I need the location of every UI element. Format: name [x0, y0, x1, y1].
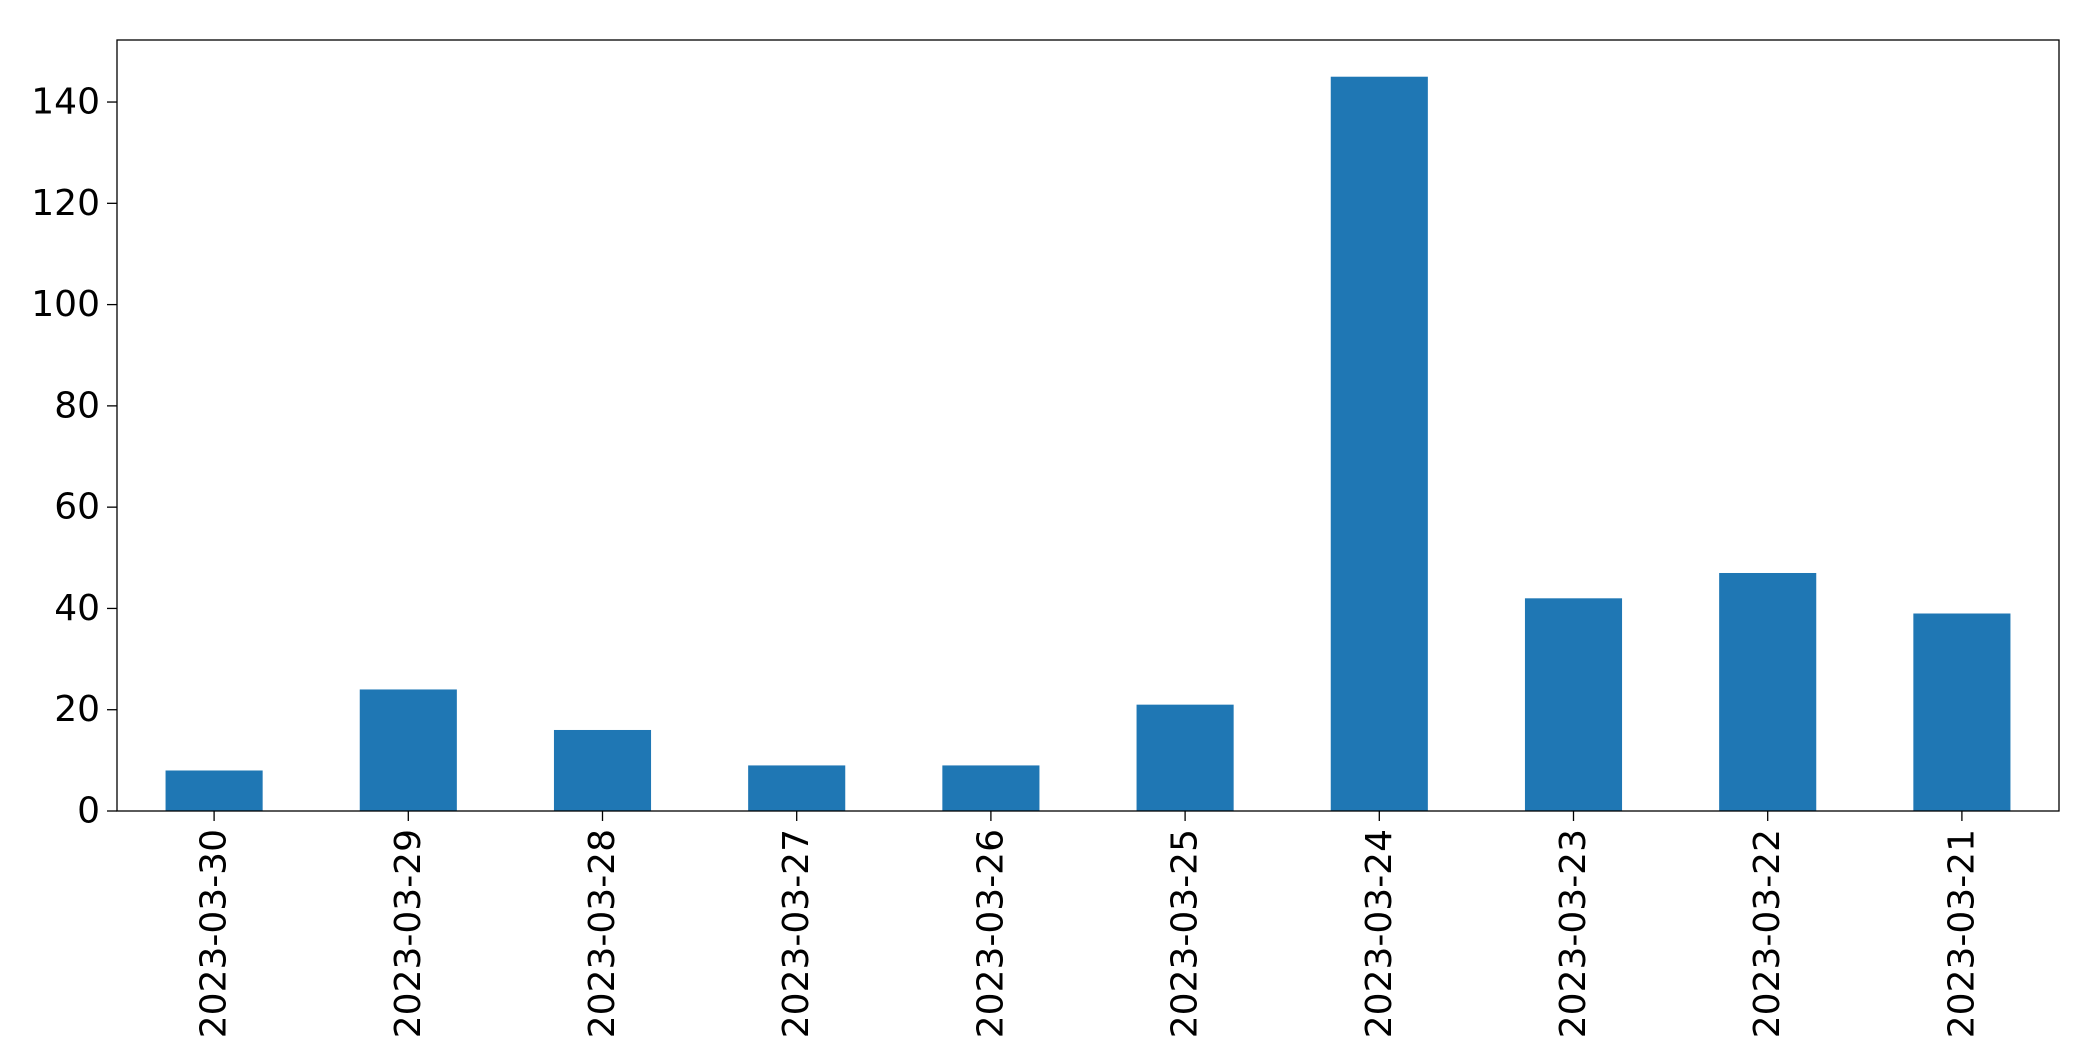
y-tick-label: 60	[54, 487, 100, 528]
x-axis: 2023-03-30 2023-03-29 2023-03-28 2023-03-27…	[194, 811, 1982, 1038]
plot-frame	[116, 39, 2060, 812]
bar-2023-03-27	[748, 765, 846, 811]
bars-group	[165, 76, 2011, 811]
bar-2023-03-30	[165, 770, 263, 811]
x-tick-label: 2023-03-22	[1747, 829, 1788, 1038]
x-tick-label: 2023-03-28	[582, 829, 623, 1038]
y-tick-label: 0	[77, 791, 100, 832]
x-tick-label: 2023-03-29	[388, 829, 429, 1038]
x-tick-label: 2023-03-25	[1165, 829, 1206, 1038]
x-tick-label: 2023-03-27	[776, 829, 817, 1038]
x-tick-label: 2023-03-26	[970, 829, 1011, 1038]
bar-2023-03-22	[1719, 572, 1817, 811]
y-tick-label: 100	[31, 284, 100, 325]
bar-2023-03-29	[359, 689, 457, 811]
x-tick-label: 2023-03-21	[1941, 829, 1982, 1038]
bar-2023-03-25	[1136, 704, 1234, 811]
y-axis: 0 20 40 60 80 100 120 140	[31, 82, 117, 832]
y-tick-label: 120	[31, 183, 100, 224]
x-tick-label: 2023-03-30	[194, 829, 235, 1038]
y-tick-label: 80	[54, 385, 100, 426]
bar-2023-03-24	[1330, 76, 1428, 811]
x-tick-label: 2023-03-24	[1359, 829, 1400, 1038]
bar-2023-03-26	[942, 765, 1040, 811]
y-tick-label: 20	[54, 689, 100, 730]
y-tick-label: 40	[54, 588, 100, 629]
bar-2023-03-23	[1524, 598, 1623, 811]
y-tick-label: 140	[31, 82, 100, 123]
x-tick-label: 2023-03-23	[1553, 829, 1594, 1038]
bar-2023-03-28	[553, 729, 652, 811]
bar-2023-03-21	[1913, 613, 2011, 811]
